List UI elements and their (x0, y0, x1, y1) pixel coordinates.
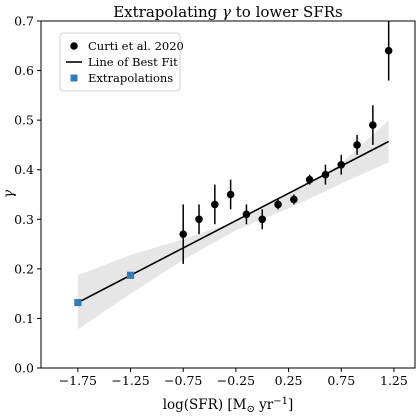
y-tick-label: 0.2 (14, 261, 34, 276)
x-tick-label: 0.75 (327, 373, 355, 388)
data-point (353, 141, 361, 149)
legend-entry-fit: Line of Best Fit (66, 55, 178, 69)
data-point (226, 190, 235, 199)
y-tick-label: 0.1 (14, 311, 34, 326)
x-tick-layer: −1.75 −1.25 −0.75 −0.25 0.25 0.75 1.25 (59, 368, 408, 388)
data-point (305, 175, 314, 184)
x-axis-label: log(SFR) [M⊙ yr−1] (163, 396, 294, 415)
y-tick-label: 0.7 (14, 14, 34, 29)
x-tick-label: 0.25 (275, 373, 303, 388)
y-tick-label: 0.6 (14, 63, 34, 78)
data-point-layer (179, 46, 393, 238)
y-tick-label: 0.0 (14, 361, 34, 376)
legend-marker-square-icon (70, 74, 78, 82)
legend-entry-curti: Curti et al. 2020 (70, 39, 184, 53)
data-point (384, 46, 393, 55)
extrapolation-point (74, 298, 82, 307)
x-tick-label: −0.25 (217, 373, 255, 388)
y-tick-label: 0.5 (14, 113, 34, 128)
legend-entry-extrapolations: Extrapolations (70, 71, 173, 85)
x-tick-label: −0.75 (164, 373, 202, 388)
data-point (337, 160, 346, 169)
plot-frame (40, 20, 416, 369)
y-axis-label: γ (1, 189, 17, 198)
data-point (290, 195, 298, 204)
data-point (211, 200, 219, 209)
data-point (274, 200, 282, 209)
x-tick-label: −1.25 (111, 373, 149, 388)
legend-label-fit: Line of Best Fit (88, 55, 178, 69)
data-point (258, 215, 267, 224)
data-point (369, 121, 377, 129)
x-tick-label: −1.75 (59, 373, 97, 388)
data-point (242, 210, 251, 219)
data-point (321, 170, 330, 179)
y-tick-layer: 0.0 0.1 0.2 0.3 0.4 0.5 0.6 0.7 (14, 14, 41, 376)
extrapolation-layer (74, 271, 135, 307)
legend-marker-circle-icon (70, 42, 78, 50)
y-tick-label: 0.3 (14, 212, 34, 227)
chart-title: Extrapolating γ to lower SFRs (113, 3, 343, 21)
data-point (179, 230, 188, 238)
y-tick-label: 0.4 (14, 162, 34, 177)
data-point (195, 215, 203, 224)
confidence-band-layer (77, 120, 389, 330)
legend-label-curti: Curti et al. 2020 (88, 39, 184, 53)
confidence-band (77, 120, 389, 330)
legend-box (59, 32, 181, 92)
extrapolation-point (126, 271, 135, 279)
legend: Curti et al. 2020 Line of Best Fit Extra… (59, 32, 184, 92)
x-tick-label: 1.25 (380, 373, 408, 388)
legend-label-extrapolations: Extrapolations (88, 71, 173, 85)
